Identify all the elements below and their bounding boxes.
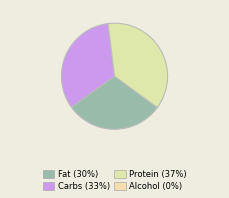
Wedge shape (108, 23, 168, 108)
Wedge shape (71, 76, 157, 129)
Legend: Fat (30%), Carbs (33%), Protein (37%), Alcohol (0%): Fat (30%), Carbs (33%), Protein (37%), A… (39, 167, 190, 194)
Wedge shape (61, 24, 114, 107)
